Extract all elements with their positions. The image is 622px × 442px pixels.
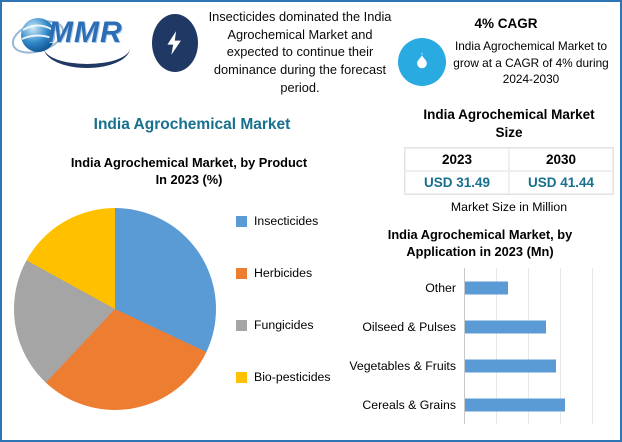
bar-track — [464, 346, 618, 385]
value-2030: USD 41.44 — [509, 171, 613, 195]
flame-icon — [398, 38, 446, 86]
legend-swatch-insecticides — [236, 215, 247, 227]
bar-track — [464, 268, 618, 307]
bar-fill-vegetables-fruits — [465, 359, 556, 372]
bar-fill-cereals-grains — [465, 398, 566, 411]
logo-text: MMR — [48, 16, 123, 49]
market-size-title-line1: India Agrochemical Market — [423, 107, 595, 122]
legend-item: Insecticides — [236, 214, 331, 228]
legend-swatch-bio-pesticides — [236, 371, 247, 383]
market-size-block: India Agrochemical Market Size 2023 2030… — [404, 106, 614, 214]
globe-icon — [10, 10, 76, 64]
legend-item: Bio-pesticides — [236, 370, 331, 384]
bar-fill-oilseed-pulses — [465, 320, 547, 333]
legend-swatch-herbicides — [236, 267, 247, 279]
year-2023: 2023 — [405, 148, 509, 172]
headline-text: Insecticides dominated the India Agroche… — [208, 9, 392, 95]
market-size-table: 2023 2030 USD 31.49 USD 41.44 — [404, 147, 614, 196]
bar-track — [464, 385, 618, 424]
year-2030: 2030 — [509, 148, 613, 172]
market-size-title-line2: Size — [495, 125, 523, 141]
legend-label: Insecticides — [254, 214, 319, 228]
bar-row: Other — [338, 268, 618, 307]
cagr-text: India Agrochemical Market to grow at a C… — [453, 39, 609, 87]
logo-swoosh — [44, 48, 130, 68]
bar-title-line1: India Agrochemical Market, by — [387, 227, 573, 242]
pie-title-line2: In 2023 (%) — [155, 172, 223, 188]
bar-label: Other — [425, 280, 456, 295]
bar-label: Cereals & Grains — [362, 397, 456, 412]
legend-label: Bio-pesticides — [254, 370, 331, 384]
bar-label: Oilseed & Pulses — [362, 319, 456, 334]
bar-title-line2: Application in 2023 (Mn) — [406, 244, 554, 260]
bar-track — [464, 307, 618, 346]
bar-row: Cereals & Grains — [338, 385, 618, 424]
pie-legend: Insecticides Herbicides Fungicides Bio-p… — [236, 214, 331, 384]
lightning-icon — [152, 14, 198, 72]
bar-row: Vegetables & Fruits — [338, 346, 618, 385]
pie-chart-title: India Agrochemical Market, by Product In… — [52, 154, 326, 189]
legend-label: Fungicides — [254, 318, 314, 332]
value-2023: USD 31.49 — [405, 171, 509, 195]
legend-swatch-fungicides — [236, 319, 247, 331]
bar-chart-title: India Agrochemical Market, by Applicatio… — [354, 226, 606, 261]
cagr-title: 4% CAGR — [474, 16, 538, 31]
bar-label: Vegetables & Fruits — [349, 358, 456, 373]
legend-item: Herbicides — [236, 266, 331, 280]
bar-chart: Other Oilseed & Pulses Vegetables & Frui… — [338, 268, 618, 424]
page-title: India Agrochemical Market — [93, 116, 291, 133]
mmr-logo: MMR — [10, 8, 160, 74]
bar-fill-other — [465, 281, 509, 294]
cagr-block: 4% CAGR India Agrochemical Market to gro… — [396, 14, 616, 106]
market-size-title: India Agrochemical Market Size — [404, 106, 614, 142]
legend-item: Fungicides — [236, 318, 331, 332]
bar-row: Oilseed & Pulses — [338, 307, 618, 346]
pie-title-line1: India Agrochemical Market, by Product — [70, 155, 308, 170]
market-size-footnote: Market Size in Million — [450, 200, 568, 215]
legend-label: Herbicides — [254, 266, 313, 280]
pie-chart — [14, 208, 216, 410]
